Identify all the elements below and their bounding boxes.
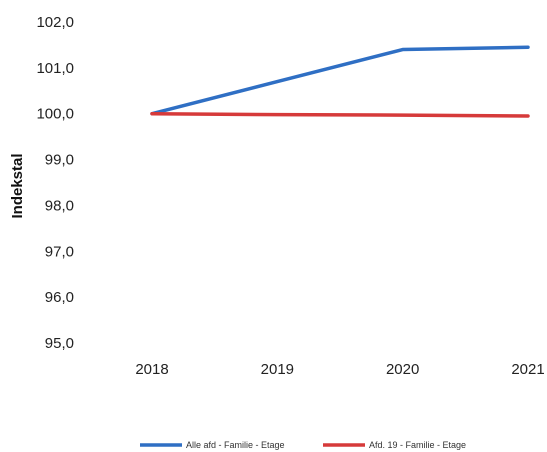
y-tick-label: 102,0 <box>36 14 74 31</box>
series-line-1 <box>150 45 530 116</box>
legend: Alle afd - Familie - Etage Afd. 19 - Fami… <box>140 440 466 450</box>
legend-label-2: Afd. 19 - Familie - Etage <box>369 440 466 450</box>
x-tick-label: 2021 <box>511 361 544 378</box>
legend-label-1: Alle afd - Familie - Etage <box>186 440 285 450</box>
y-tick-label: 96,0 <box>45 289 74 306</box>
y-axis-title: Indekstal <box>9 153 26 218</box>
series-line-2 <box>150 111 530 118</box>
y-tick-label: 99,0 <box>45 152 74 169</box>
x-tick-label: 2020 <box>386 361 419 378</box>
y-tick-label: 101,0 <box>36 60 74 77</box>
y-tick-label: 100,0 <box>36 106 74 123</box>
y-tick-label: 95,0 <box>45 335 74 352</box>
x-tick-label: 2019 <box>261 361 294 378</box>
x-axis-ticks: 2018 2019 2020 2021 <box>135 361 544 378</box>
x-tick-label: 2018 <box>135 361 168 378</box>
y-tick-label: 98,0 <box>45 197 74 214</box>
y-tick-label: 97,0 <box>45 243 74 260</box>
series-layer <box>150 45 530 118</box>
y-axis-ticks: 95,0 96,0 97,0 98,0 99,0 100,0 101,0 102,0 <box>36 14 74 352</box>
